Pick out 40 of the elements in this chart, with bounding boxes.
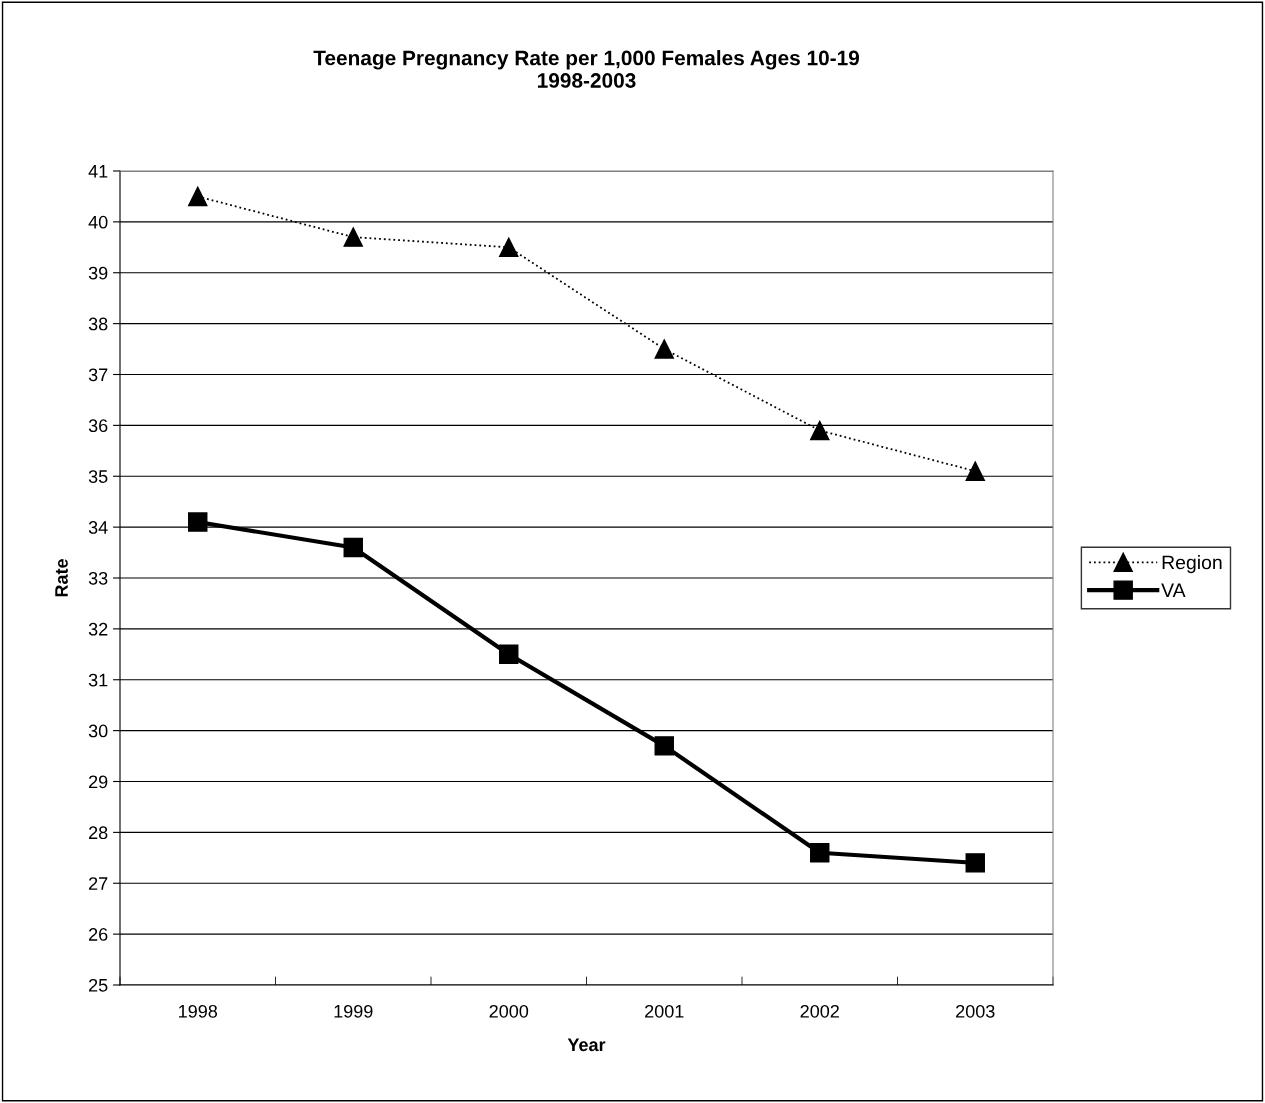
y-tick-label: 30 — [88, 724, 108, 738]
y-tick-label: 40 — [88, 215, 108, 229]
x-tick-label: 1999 — [334, 1004, 373, 1018]
point — [654, 736, 674, 756]
y-tick-label: 39 — [88, 266, 108, 280]
point — [188, 186, 208, 207]
point — [499, 237, 519, 258]
y-tick-label: 32 — [88, 622, 108, 636]
y-tick-label: 35 — [88, 470, 108, 483]
y-tick-label: 28 — [89, 826, 108, 840]
y-tick-label: 36 — [88, 419, 108, 433]
point — [499, 644, 519, 665]
x-tick-label: 2000 — [489, 1004, 529, 1018]
y-tick-label: 41 — [88, 165, 108, 178]
x-tick-label: 2001 — [645, 1004, 684, 1018]
point — [343, 537, 363, 558]
y-tick-label: 34 — [88, 521, 108, 534]
point — [343, 227, 363, 247]
y-tick-label: 25 — [89, 978, 108, 992]
point — [188, 512, 208, 532]
legend-label: VA — [1161, 583, 1186, 597]
x-tick-label: 1998 — [179, 1004, 218, 1018]
y-tick-label: 37 — [88, 368, 108, 382]
point — [654, 339, 674, 359]
legend-label: Region — [1162, 555, 1222, 574]
point — [810, 843, 830, 863]
point — [965, 461, 985, 481]
y-tick-label: 38 — [88, 317, 108, 331]
x-tick-label: 2002 — [800, 1004, 839, 1018]
y-tick-label: 29 — [89, 775, 108, 789]
y-axis-title: Rate — [55, 559, 68, 597]
y-tick-label: 31 — [88, 673, 108, 687]
y-tick-label: 26 — [89, 928, 108, 941]
x-tick-label: 2003 — [956, 1004, 995, 1018]
chart-title: Teenage Pregnancy Rate per 1,000 Females Ages 10-19 1998-2003 — [313, 50, 860, 88]
y-tick-label: 27 — [89, 877, 108, 890]
y-tick-label: 33 — [88, 571, 108, 585]
x-axis-title: Year — [567, 1038, 606, 1052]
point — [965, 853, 985, 873]
point — [810, 420, 830, 441]
